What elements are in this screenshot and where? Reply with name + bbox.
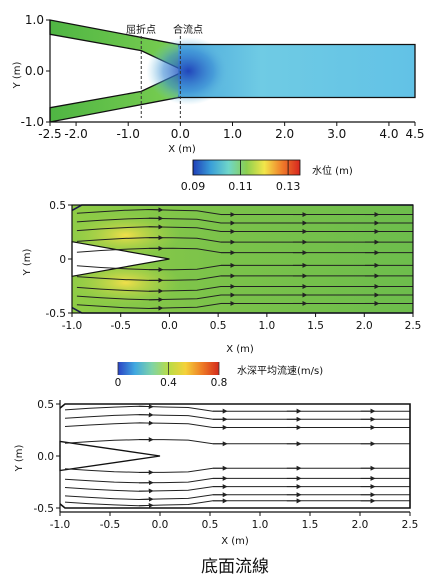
panel-3-y-ticks: 0.5 0.0 -0.5 [34,399,60,515]
panel-3-x-tick-label: 0.0 [152,519,169,531]
panel-1-annotation-bend: 屈折点 [126,23,156,36]
panel-3-streamline [64,500,410,507]
panel-3-y-tick-label: 0.5 [37,399,54,411]
panel-3-streamline [64,405,410,412]
panel-3-divider-wall [59,440,161,472]
panel-2-y-tick-label: 0 [59,254,66,266]
panel-2-colorbar: 0 0.4 0.8 水深平均流速(m/s) [115,362,323,389]
panel-2-x-tick-label: -0.5 [110,320,131,332]
panel-1-x-tick-label: 1.0 [223,127,242,141]
panel-2-streamline [76,217,413,224]
panel-3: -1.0 -0.5 0.0 0.5 1.0 1.5 2.0 2.5 0.5 0.0 -0.5 X … [14,399,418,577]
panel-1-colorbar-ticks: 0.09 0.11 0.13 [181,160,301,193]
panel-2-streamline [76,247,413,254]
panel-1: -2.5 -2.0 -1.0 0.0 1.0 2.0 3.0 4.0 4.5 1.0 0.0 -1.… [12,13,425,193]
panel-3-streamline [64,422,410,428]
panel-2-colorbar-tick-label: 0 [115,377,122,389]
panel-1-x-tick-label: 2.0 [275,127,294,141]
panel-3-streamline [64,477,410,484]
panel-3-caption: 底面流線 [201,557,269,577]
panel-1-x-axis-label: X (m) [168,144,196,155]
panel-3-streamline [64,486,410,492]
panel-3-x-tick-label: -1.0 [50,519,71,531]
panel-2-x-tick-label: -1.0 [62,320,83,332]
panel-1-y-tick-label: -1.0 [21,115,44,129]
panel-1-y-axis-label: Y (m) [12,61,23,89]
panel-1-y-tick-label: 0.0 [25,64,44,78]
panel-2-x-tick-label: 2.0 [356,320,373,332]
panel-3-x-ticks: -1.0 -0.5 0.0 0.5 1.0 1.5 2.0 2.5 [50,512,419,531]
panel-1-x-tick-label: -2.0 [64,127,87,141]
panel-1-colorbar-label: 水位 (m) [312,164,353,177]
panel-2: -1.0 -0.5 0.0 0.5 1.0 1.5 2.0 2.5 0.50-0.5 X (m… [22,200,421,389]
panel-1-junction-low [146,37,231,105]
panel-2-y-tick-label: 0.5 [49,200,66,212]
panel-2-y-tick-label: -0.5 [46,308,67,320]
panel-2-x-tick-label: 1.0 [259,320,276,332]
panel-2-streamline [76,226,413,232]
panel-2-streamline [76,237,413,243]
panel-1-x-tick-label: -1.0 [117,127,140,141]
panel-2-streamline [76,208,413,215]
panel-1-axes: -2.5 -2.0 -1.0 0.0 1.0 2.0 3.0 4.0 4.5 1.0 0.0 -1.… [12,13,425,155]
panel-1-x-ticks: -2.5 -2.0 -1.0 0.0 1.0 2.0 3.0 4.0 4.5 [38,122,425,141]
panel-1-y-tick-label: 1.0 [25,13,44,27]
panel-2-streamline [76,294,413,301]
panel-3-x-tick-label: -0.5 [100,519,121,531]
panel-3-y-tick-label: -0.5 [34,503,55,515]
panel-1-y-ticks: 1.0 0.0 -1.0 [21,13,50,129]
panel-3-x-tick-label: 1.0 [252,519,269,531]
panel-2-y-axis-label: Y (m) [22,248,33,276]
panel-3-streamlines [64,404,410,508]
panel-2-y-ticks: 0.5 0 -0.5 [46,200,72,320]
panel-3-y-axis-label: Y (m) [14,444,25,472]
panel-1-main-channel-outline [178,43,416,99]
panel-2-colorbar-label: 水深平均流速(m/s) [237,364,323,377]
panel-1-x-tick-label: 0.0 [171,127,190,141]
panel-2-colorbar-tick-label: 0.8 [211,377,228,389]
panel-2-colorbar-tick-label: 0.4 [160,377,177,389]
panel-2-streamline [76,303,413,310]
panel-1-x-tick-label: 4.0 [379,127,398,141]
panel-2-streamline [76,286,413,292]
panel-1-colorbar-tick-label: 0.09 [181,180,206,193]
panel-2-x-tick-label: 1.5 [307,320,324,332]
panel-3-x-tick-label: 2.5 [402,519,419,531]
panel-3-x-axis-label: X (m) [221,536,249,547]
panel-2-colorbar-ticks: 0 0.4 0.8 [115,362,228,389]
panel-3-streamline [64,414,410,420]
panel-3-x-tick-label: 1.5 [302,519,319,531]
panel-2-x-tick-label: 2.5 [405,320,422,332]
panel-1-x-tick-label: 3.0 [327,127,346,141]
panel-2-axes: -1.0 -0.5 0.0 0.5 1.0 1.5 2.0 2.5 0.50-0.5 X (m… [22,200,421,355]
panel-2-x-tick-label: 0.0 [161,320,178,332]
panel-2-x-axis-label: X (m) [226,344,254,355]
panel-1-colorbar-bar [192,159,301,176]
panel-1-annotation-junction: 合流点 [173,23,203,36]
panel-2-streamlines [76,207,413,311]
panel-1-x-tick-label: -2.5 [38,127,61,141]
panel-3-streamline [64,494,410,501]
panel-2-x-tick-label: 0.5 [210,320,227,332]
panel-3-axes: -1.0 -0.5 0.0 0.5 1.0 1.5 2.0 2.5 0.5 0.0 -0.5 X … [14,399,418,547]
panel-3-x-tick-label: 2.0 [352,519,369,531]
panel-2-streamline [76,275,413,281]
panel-3-x-tick-label: 0.5 [202,519,219,531]
panel-1-colorbar-tick-label: 0.11 [228,180,253,193]
panel-2-x-ticks: -1.0 -0.5 0.0 0.5 1.0 1.5 2.0 2.5 [62,313,422,332]
panel-3-channel-outline [59,403,411,509]
panel-1-colorbar: 0.09 0.11 0.13 水位 (m) [181,159,353,193]
panel-1-x-tick-label: 4.5 [405,127,424,141]
panel-1-field [49,19,416,123]
panel-3-streamline [64,467,410,473]
panel-2-streamline [76,264,413,271]
panel-3-streamline [64,439,410,445]
panel-3-y-tick-label: 0.0 [37,451,54,463]
panel-1-colorbar-tick-label: 0.13 [276,180,301,193]
